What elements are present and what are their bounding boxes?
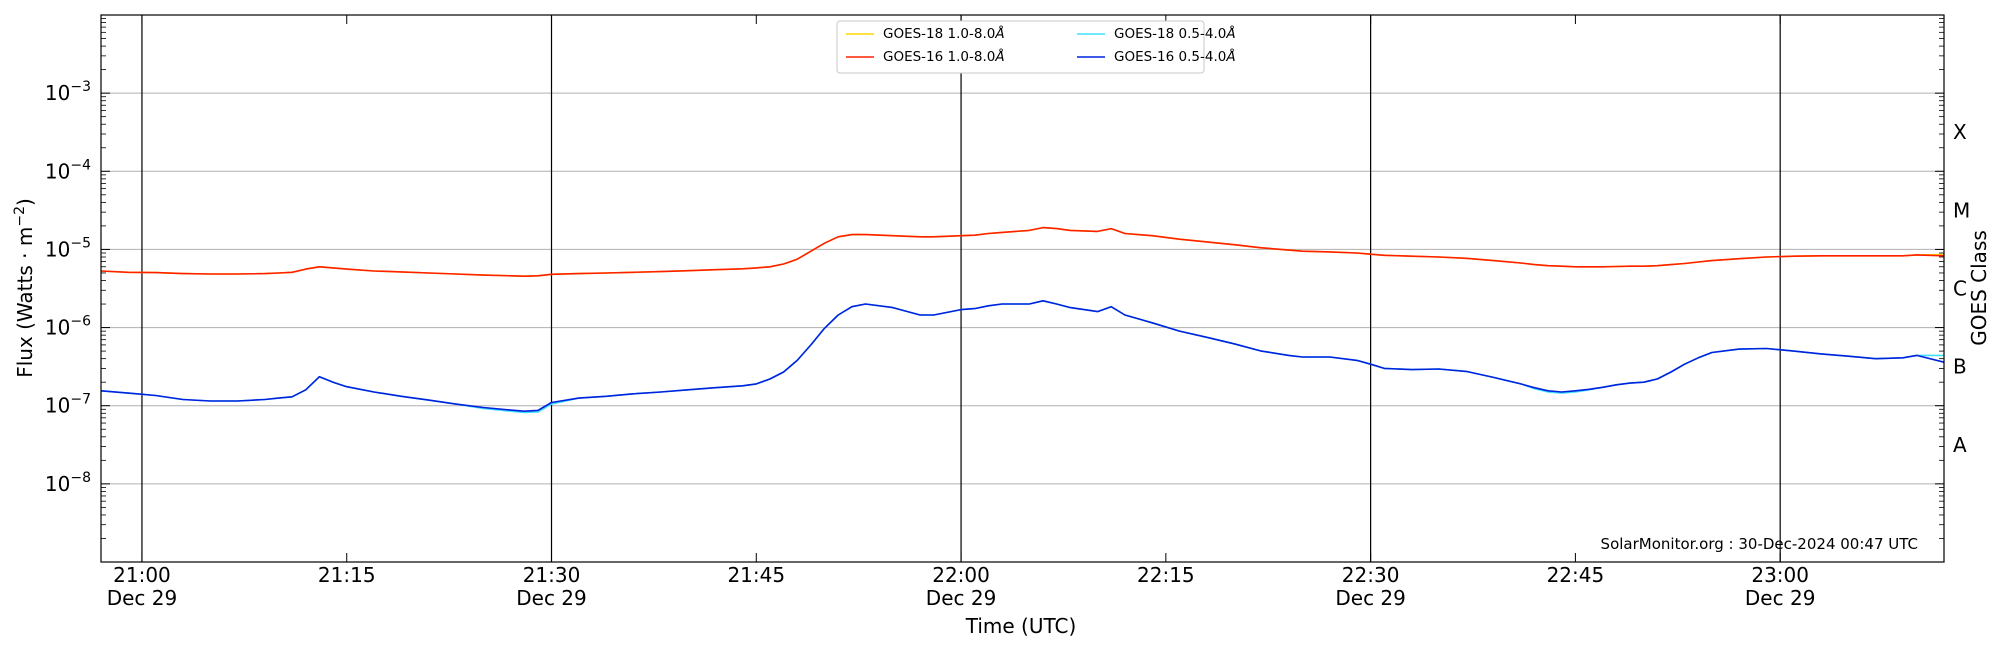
y-axis-label-exponent: −2 bbox=[12, 206, 28, 227]
legend-label: GOES-18 1.0-8.0Å bbox=[883, 25, 1005, 42]
grid-lines bbox=[101, 92, 1944, 485]
y-tick-label: 10−3 bbox=[45, 79, 91, 105]
x-tick-label: 22:30 bbox=[1342, 563, 1400, 587]
x-tick-label: 22:00 bbox=[932, 563, 990, 587]
goes-class-axis-label: GOES Class bbox=[1967, 230, 1991, 346]
x-axis-label: Time (UTC) bbox=[965, 614, 1077, 638]
legend-box bbox=[836, 20, 1205, 74]
legend-label: GOES-18 0.5-4.0Å bbox=[1114, 25, 1236, 42]
goes-class-label: M bbox=[1953, 198, 1970, 222]
y-axis-label: Flux (Watts · m−2) bbox=[12, 198, 37, 378]
series-line-3 bbox=[100, 226, 1945, 278]
x-tick-label: 21:15 bbox=[318, 563, 376, 587]
y-tick-label: 10−7 bbox=[45, 392, 91, 418]
x-tick-label: 21:45 bbox=[727, 563, 785, 587]
x-tick-label: 21:30 bbox=[523, 563, 581, 587]
y-axis-ticks: 10−8 10−7 10−6 10−5 10−4 10−3 bbox=[45, 18, 1944, 539]
goes-class-label: B bbox=[1953, 355, 1967, 379]
y-tick-label: 10−8 bbox=[45, 470, 91, 496]
y-tick-label: 10−6 bbox=[45, 314, 91, 340]
y-tick-label: 10−5 bbox=[45, 235, 91, 261]
x-tick-label: 22:15 bbox=[1137, 563, 1195, 587]
series-line-1 bbox=[100, 226, 1945, 278]
plot-frame bbox=[100, 14, 1945, 563]
y-tick-label: 10−4 bbox=[45, 157, 91, 183]
y-axis-label-text: Flux (Watts · m bbox=[13, 227, 37, 378]
x-tick-label: 23:00 bbox=[1751, 563, 1809, 587]
day-marker-lines bbox=[141, 15, 1781, 562]
y-axis-label-close: ) bbox=[13, 198, 37, 206]
x-tick-sublabel: Dec 29 bbox=[926, 586, 997, 610]
x-tick-sublabel: Dec 29 bbox=[1745, 586, 1816, 610]
goes-class-labels: A B C M X bbox=[1953, 120, 1970, 457]
series-line-4 bbox=[100, 299, 1945, 413]
x-tick-sublabel: Dec 29 bbox=[516, 586, 587, 610]
x-tick-sublabel: Dec 29 bbox=[1335, 586, 1406, 610]
goes-class-label: A bbox=[1953, 433, 1967, 457]
legend-label: GOES-16 0.5-4.0Å bbox=[1114, 48, 1236, 65]
goes-class-label: C bbox=[1953, 277, 1967, 301]
legend-label: GOES-16 1.0-8.0Å bbox=[883, 48, 1005, 65]
x-tick-label: 21:00 bbox=[113, 563, 171, 587]
x-tick-label: 22:45 bbox=[1547, 563, 1605, 587]
series-layer bbox=[100, 226, 1945, 414]
x-tick-sublabel: Dec 29 bbox=[107, 586, 178, 610]
source-annotation: SolarMonitor.org : 30-Dec-2024 00:47 UTC bbox=[1601, 535, 1918, 553]
legend: GOES-18 1.0-8.0Å GOES-18 0.5-4.0Å GOES-16 … bbox=[836, 20, 1236, 74]
goes-class-label: X bbox=[1953, 120, 1967, 144]
series-line-2 bbox=[100, 299, 1944, 414]
legend-items: GOES-18 1.0-8.0Å GOES-18 0.5-4.0Å GOES-16 … bbox=[846, 25, 1236, 65]
